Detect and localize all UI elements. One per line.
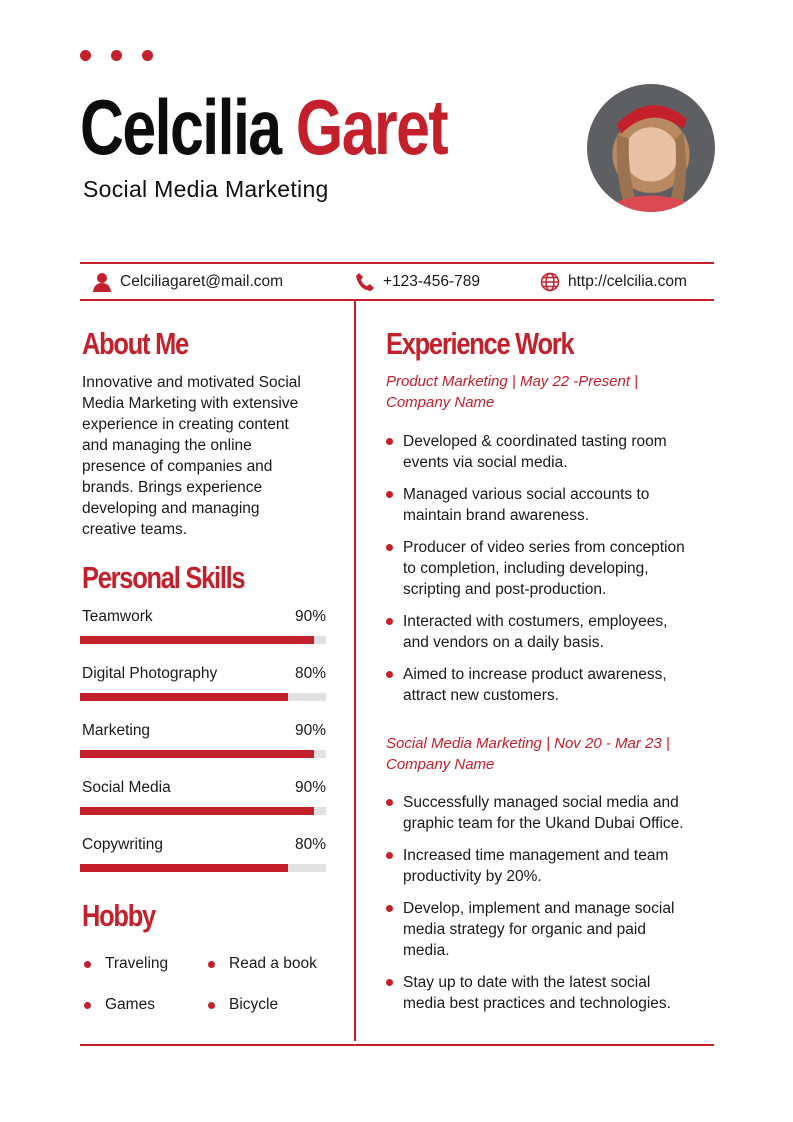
skill-bar-fill (80, 693, 288, 701)
hobby-item: Games (84, 996, 155, 1014)
phone-text: +123-456-789 (383, 273, 480, 290)
decor-dot (111, 50, 122, 61)
divider (80, 299, 714, 301)
job-bullets-1: Developed & coordinated tasting room eve… (386, 431, 716, 717)
bullet-icon (208, 960, 215, 968)
website-text: http://celcilia.com (568, 273, 687, 290)
globe-icon (540, 272, 560, 292)
contact-website[interactable]: http://celcilia.com (540, 272, 687, 292)
skill-percent: 90% (294, 722, 326, 739)
hobby-item: Read a book (208, 955, 317, 973)
bullet-icon (386, 671, 393, 678)
skills-heading: Personal Skills (82, 560, 246, 595)
skill-bar-fill (80, 750, 314, 758)
bullet-icon (386, 905, 393, 912)
experience-bullet: Develop, implement and manage social med… (386, 898, 716, 961)
experience-bullet: Increased time management and team produ… (386, 845, 716, 887)
bullet-text: Developed & coordinated tasting room eve… (403, 433, 667, 471)
bullet-text: Producer of video series from conception… (403, 539, 685, 598)
column-divider (354, 300, 356, 1041)
job-title-2: Social Media Marketing | Nov 20 - Mar 23… (386, 735, 670, 773)
job-title: Social Media Marketing (83, 176, 329, 202)
bullet-text: Interacted with costumers, employees, an… (403, 613, 668, 651)
about-heading: About Me (82, 326, 189, 361)
contact-phone[interactable]: +123-456-789 (355, 272, 480, 292)
skill-item: Marketing 90% (80, 722, 326, 758)
bullet-icon (208, 1001, 215, 1009)
experience-bullet: Interacted with costumers, employees, an… (386, 611, 716, 653)
bullet-icon (386, 438, 393, 445)
hobby-label: Bicycle (229, 996, 279, 1013)
skill-item: Social Media 90% (80, 779, 326, 815)
bullet-icon (84, 1001, 91, 1009)
bullet-text: Develop, implement and manage social med… (403, 900, 675, 959)
hobby-label: Games (105, 996, 155, 1013)
divider (80, 262, 714, 264)
last-name: Garet (295, 83, 449, 171)
full-name: Celcilia Garet (80, 88, 449, 166)
skill-bar (80, 693, 326, 701)
skill-bar-fill (80, 807, 314, 815)
hobby-heading: Hobby (82, 898, 156, 933)
experience-bullet: Managed various social accounts to maint… (386, 484, 716, 526)
bullet-text: Successfully managed social media and gr… (403, 794, 684, 832)
experience-heading: Experience Work (386, 326, 575, 361)
skill-bar (80, 750, 326, 758)
bullet-icon (386, 618, 393, 625)
skill-label: Digital Photography (82, 665, 218, 682)
skill-label: Marketing (82, 722, 151, 739)
skill-item: Copywriting 80% (80, 836, 326, 872)
skill-percent: 80% (294, 665, 326, 682)
profile-photo (587, 84, 715, 212)
skill-percent: 90% (294, 608, 326, 625)
skill-bar (80, 807, 326, 815)
experience-bullet: Producer of video series from conception… (386, 537, 716, 600)
experience-bullet: Successfully managed social media and gr… (386, 792, 716, 834)
skill-bar-fill (80, 864, 288, 872)
skill-bar (80, 636, 326, 644)
bullet-icon (386, 799, 393, 806)
experience-bullet: Developed & coordinated tasting room eve… (386, 431, 716, 473)
skill-label: Teamwork (82, 608, 153, 625)
experience-bullet: Aimed to increase product awareness, att… (386, 664, 716, 706)
hobby-label: Traveling (105, 955, 169, 972)
decor-dot (142, 50, 153, 61)
experience-bullet: Stay up to date with the latest social m… (386, 972, 716, 1014)
bullet-text: Increased time management and team produ… (403, 847, 669, 885)
skill-label: Copywriting (82, 836, 163, 853)
hobby-label: Read a book (229, 955, 317, 972)
skill-percent: 90% (294, 779, 326, 796)
skill-bar-fill (80, 636, 314, 644)
user-icon (93, 273, 111, 292)
bullet-icon (386, 979, 393, 986)
about-text: Innovative and motivated Social Media Ma… (82, 374, 301, 538)
hobby-item: Bicycle (208, 996, 278, 1014)
first-name: Celcilia (80, 83, 282, 171)
job-title-1: Product Marketing | May 22 -Present | Co… (386, 373, 639, 411)
skill-percent: 80% (294, 836, 326, 853)
skill-item: Teamwork 90% (80, 608, 326, 644)
hobby-item: Traveling (84, 955, 168, 973)
decor-dot (80, 50, 91, 61)
email-text: Celciliagaret@mail.com (120, 273, 284, 290)
bullet-text: Managed various social accounts to maint… (403, 486, 650, 524)
skill-label: Social Media (82, 779, 171, 796)
phone-icon (356, 273, 374, 291)
bullet-text: Aimed to increase product awareness, att… (403, 666, 667, 704)
job-bullets-2: Successfully managed social media and gr… (386, 792, 716, 1025)
contact-email[interactable]: Celciliagaret@mail.com (92, 272, 283, 292)
divider (80, 1044, 714, 1046)
bullet-text: Stay up to date with the latest social m… (403, 974, 671, 1012)
bullet-icon (84, 960, 91, 968)
bullet-icon (386, 544, 393, 551)
skill-bar (80, 864, 326, 872)
bullet-icon (386, 852, 393, 859)
skill-item: Digital Photography 80% (80, 665, 326, 701)
bullet-icon (386, 491, 393, 498)
